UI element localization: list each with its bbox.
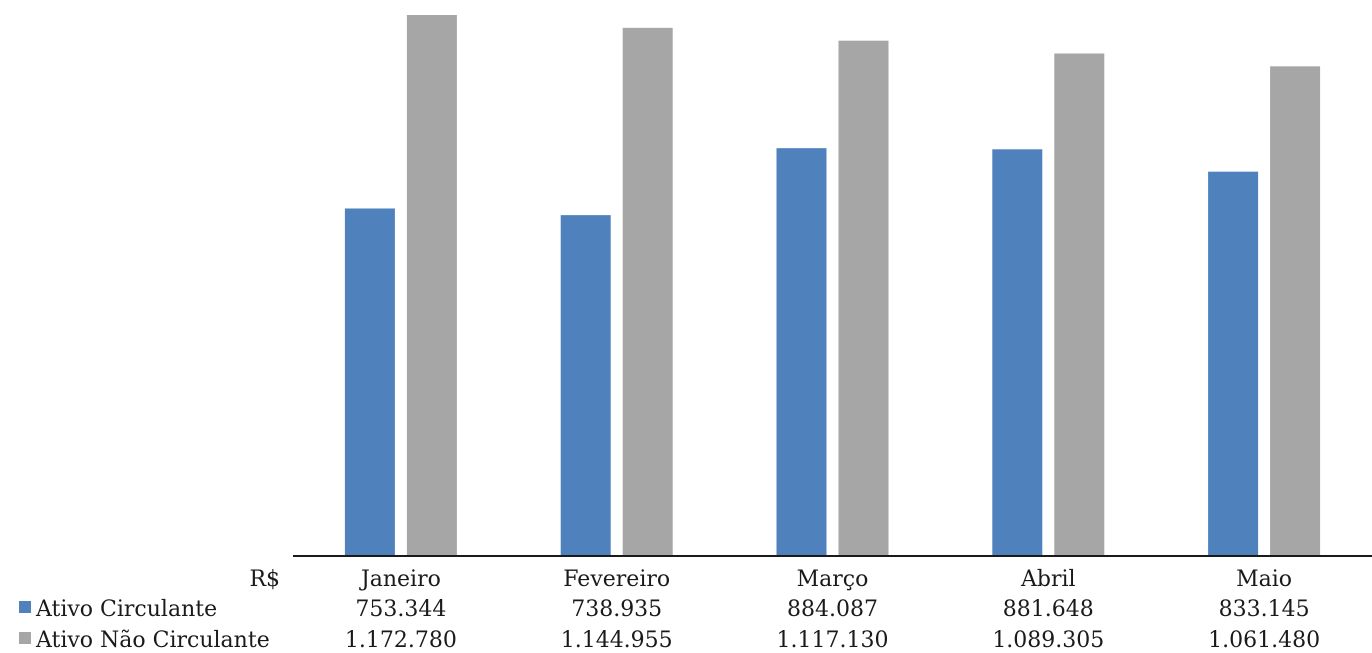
bar-ativo-nao-circulante-1: [406, 15, 457, 556]
data-table: R$ 753.344 1.172.780 Janeiro 738.935 1.144.9…: [19, 567, 1320, 653]
table-cell-ativo-circulante-4: 881.648: [1003, 597, 1094, 622]
legend-marker-ativo-circulante: [19, 601, 31, 613]
legend-label-ativo-nao-circulante: Ativo Não Circulante: [35, 628, 270, 653]
unit-label: R$: [249, 567, 280, 592]
table-cell-ativo-nao-circulante-3: 1.117.130: [777, 628, 889, 653]
x-tick-label: Fevereiro: [563, 567, 670, 592]
bar-ativo-nao-circulante-2: [622, 27, 673, 557]
bar-ativo-nao-circulante-4: [1054, 53, 1105, 556]
table-cell-ativo-nao-circulante-5: 1.061.480: [1208, 628, 1320, 653]
bar-ativo-circulante-3: [776, 148, 827, 557]
legend-label-ativo-circulante: Ativo Circulante: [35, 597, 217, 622]
bar-ativo-circulante-2: [560, 215, 611, 556]
bar-ativo-circulante-4: [992, 149, 1043, 556]
table-cell-ativo-circulante-2: 738.935: [571, 597, 662, 622]
x-tick-label: Janeiro: [359, 567, 441, 592]
x-tick-label: Abril: [1020, 567, 1076, 592]
legend-marker-ativo-nao-circulante: [19, 632, 31, 644]
bar-ativo-circulante-5: [1208, 171, 1259, 556]
table-cell-ativo-nao-circulante-4: 1.089.305: [992, 628, 1104, 653]
bar-ativo-nao-circulante-3: [838, 40, 889, 556]
table-cell-ativo-circulante-5: 833.145: [1219, 597, 1310, 622]
table-cell-ativo-circulante-1: 753.344: [355, 597, 446, 622]
table-cell-ativo-nao-circulante-1: 1.172.780: [345, 628, 457, 653]
table-cell-ativo-nao-circulante-2: 1.144.955: [561, 628, 673, 653]
bars-group: [344, 15, 1321, 557]
bar-ativo-nao-circulante-5: [1270, 66, 1321, 556]
x-tick-label: Maio: [1236, 567, 1292, 592]
table-cell-ativo-circulante-3: 884.087: [787, 597, 878, 622]
bar-ativo-circulante-1: [344, 208, 395, 556]
x-tick-label: Março: [797, 567, 869, 592]
